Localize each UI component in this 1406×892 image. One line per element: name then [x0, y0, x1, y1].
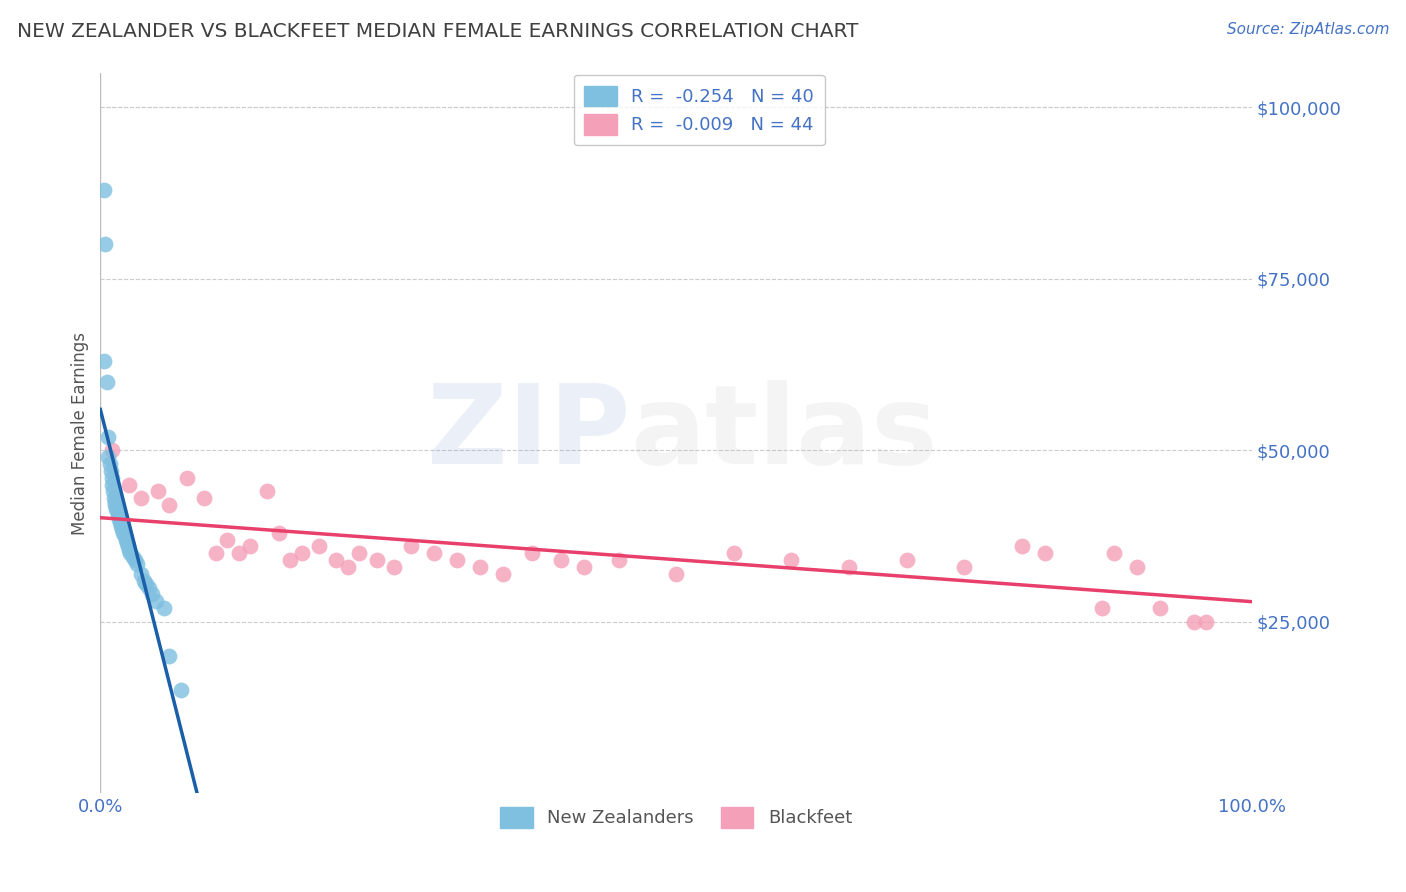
Point — [1195, 615, 1218, 629]
Point — [152, 601, 174, 615]
Point — [146, 484, 169, 499]
Point — [145, 594, 167, 608]
Point — [108, 516, 131, 530]
Legend: New Zealanders, Blackfeet: New Zealanders, Blackfeet — [494, 799, 859, 835]
Text: atlas: atlas — [630, 380, 938, 487]
Text: ZIP: ZIP — [427, 380, 630, 487]
Point — [127, 557, 149, 571]
Point — [129, 491, 152, 506]
Point — [492, 566, 515, 581]
Point — [280, 553, 302, 567]
Point — [1102, 546, 1125, 560]
Point — [94, 237, 117, 252]
Point — [780, 553, 803, 567]
Point — [129, 566, 152, 581]
Point — [607, 553, 630, 567]
Point — [349, 546, 371, 560]
Point — [1126, 560, 1149, 574]
Point — [256, 484, 278, 499]
Point — [291, 546, 314, 560]
Point — [325, 553, 347, 567]
Text: Source: ZipAtlas.com: Source: ZipAtlas.com — [1226, 22, 1389, 37]
Point — [97, 429, 120, 443]
Point — [267, 525, 290, 540]
Point — [101, 443, 124, 458]
Point — [308, 540, 330, 554]
Point — [114, 533, 136, 547]
Point — [118, 542, 141, 557]
Point — [215, 533, 238, 547]
Point — [101, 471, 124, 485]
Point — [896, 553, 918, 567]
Point — [382, 560, 405, 574]
Point — [572, 560, 595, 574]
Point — [124, 553, 146, 567]
Point — [121, 549, 143, 564]
Point — [97, 450, 120, 465]
Point — [665, 566, 688, 581]
Point — [141, 587, 163, 601]
Point — [118, 477, 141, 491]
Point — [112, 525, 135, 540]
Point — [101, 477, 124, 491]
Point — [114, 529, 136, 543]
Point — [93, 354, 115, 368]
Point — [336, 560, 359, 574]
Point — [104, 498, 127, 512]
Point — [159, 649, 181, 664]
Text: NEW ZEALANDER VS BLACKFEET MEDIAN FEMALE EARNINGS CORRELATION CHART: NEW ZEALANDER VS BLACKFEET MEDIAN FEMALE… — [17, 22, 858, 41]
Point — [115, 536, 138, 550]
Point — [1033, 546, 1056, 560]
Point — [366, 553, 388, 567]
Point — [423, 546, 446, 560]
Point — [1011, 540, 1033, 554]
Point — [723, 546, 745, 560]
Point — [111, 522, 134, 536]
Point — [107, 505, 129, 519]
Point — [103, 491, 125, 506]
Point — [135, 577, 157, 591]
Point — [101, 484, 124, 499]
Point — [228, 546, 250, 560]
Point — [550, 553, 572, 567]
Y-axis label: Median Female Earnings: Median Female Earnings — [72, 332, 89, 534]
Point — [953, 560, 976, 574]
Point — [1091, 601, 1114, 615]
Point — [239, 540, 262, 554]
Point — [193, 491, 215, 506]
Point — [98, 457, 121, 471]
Point — [1149, 601, 1171, 615]
Point — [204, 546, 226, 560]
Point — [176, 471, 198, 485]
Point — [159, 498, 181, 512]
Point — [107, 512, 129, 526]
Point — [93, 183, 115, 197]
Point — [838, 560, 860, 574]
Point — [104, 495, 127, 509]
Point — [105, 501, 128, 516]
Point — [170, 683, 193, 698]
Point — [120, 546, 142, 560]
Point — [134, 574, 156, 588]
Point — [401, 540, 423, 554]
Point — [107, 508, 129, 523]
Point — [138, 581, 160, 595]
Point — [117, 540, 139, 554]
Point — [110, 518, 132, 533]
Point — [446, 553, 468, 567]
Point — [100, 464, 122, 478]
Point — [522, 546, 544, 560]
Point — [470, 560, 492, 574]
Point — [1184, 615, 1206, 629]
Point — [96, 375, 118, 389]
